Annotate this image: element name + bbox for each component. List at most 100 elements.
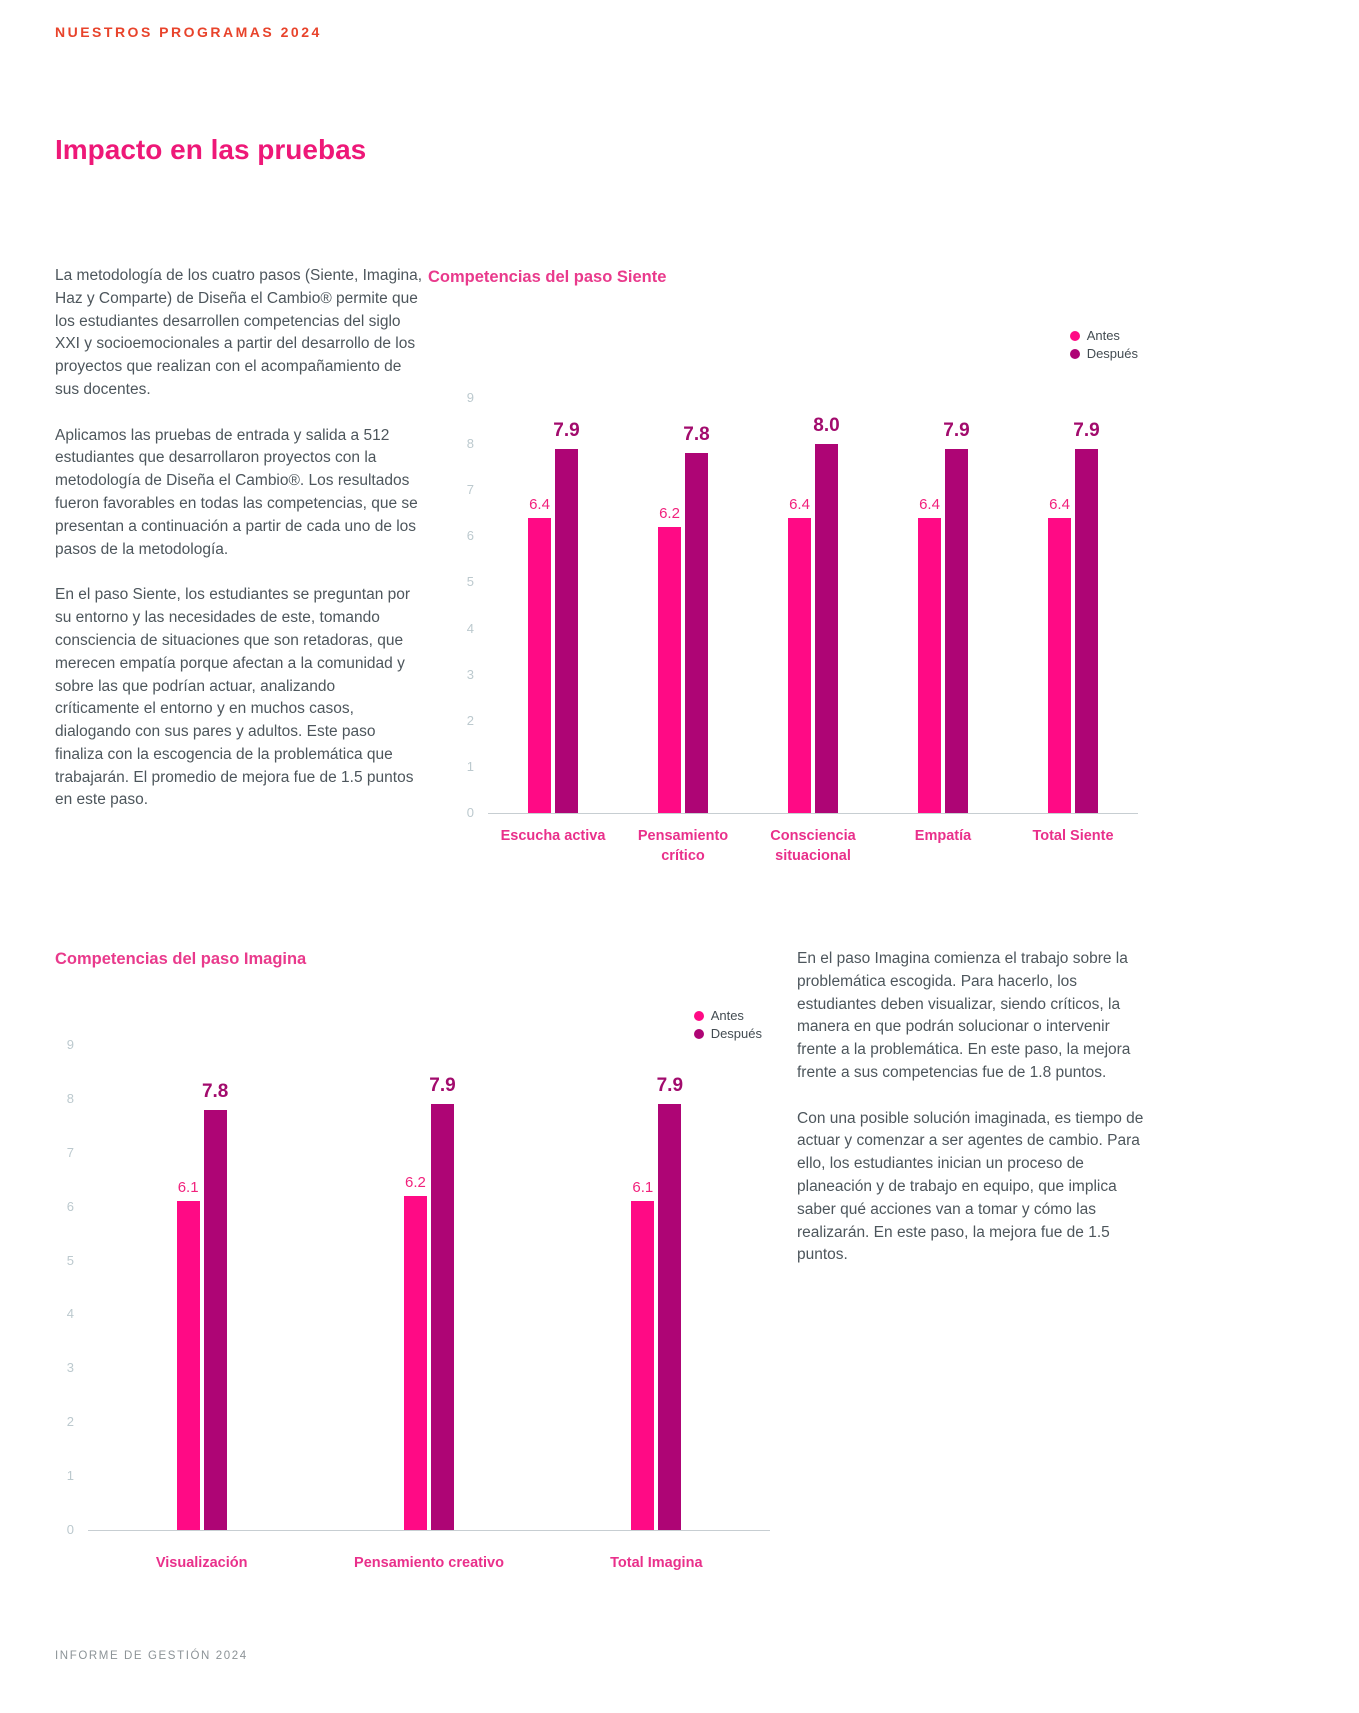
bar-value-label: 7.9 bbox=[429, 1075, 456, 1097]
bar-wrap: 7.9 bbox=[1073, 398, 1100, 813]
legend-item: Después bbox=[693, 1026, 762, 1041]
y-tick-label: 7 bbox=[466, 482, 474, 498]
chart-title: Competencias del paso Siente bbox=[428, 268, 667, 286]
bar-después bbox=[430, 1104, 454, 1530]
bar-value-label: 7.9 bbox=[943, 419, 970, 441]
bar-después bbox=[685, 453, 708, 813]
bar-antes bbox=[788, 517, 811, 813]
bar-wrap: 7.8 bbox=[683, 398, 710, 813]
bar-antes bbox=[528, 517, 551, 813]
x-category-labels: Visualización Pensamiento creativo Total I… bbox=[88, 1554, 770, 1574]
imagina-text-column: En el paso Imagina comienza el trabajo s… bbox=[797, 948, 1145, 1290]
y-tick-label: 0 bbox=[66, 1522, 74, 1537]
bar-value-label: 6.4 bbox=[919, 495, 940, 513]
bar-antes bbox=[176, 1201, 200, 1530]
y-tick-label: 6 bbox=[66, 1198, 74, 1214]
chart-imagina: Competencias del paso Imagina Antes Despu… bbox=[55, 948, 770, 1574]
y-tick-label: 9 bbox=[466, 390, 474, 405]
bar-value-label: 7.9 bbox=[1073, 419, 1100, 441]
bar-wrap: 7.9 bbox=[656, 1045, 684, 1530]
bar-después bbox=[1075, 448, 1098, 813]
bar-wrap: 6.4 bbox=[1048, 398, 1071, 813]
x-category-label: Pensamiento crítico bbox=[637, 828, 729, 864]
bar-después bbox=[815, 444, 838, 813]
intro-paragraph-2: Aplicamos las pruebas de entrada y salid… bbox=[55, 426, 418, 558]
y-tick-label: 7 bbox=[66, 1144, 74, 1160]
y-tick-label: 1 bbox=[466, 758, 474, 774]
x-category-label: Total Imagina bbox=[610, 1555, 703, 1571]
x-category-label: Pensamiento creativo bbox=[354, 1555, 504, 1571]
bar-group: 6.4 7.9 bbox=[878, 398, 1008, 813]
bar-después bbox=[555, 448, 578, 813]
bar-value-label: 6.4 bbox=[1049, 495, 1070, 513]
y-tick-label: 9 bbox=[66, 1037, 74, 1052]
bar-group: 6.2 7.8 bbox=[618, 398, 748, 813]
x-category-label: Total Siente bbox=[1032, 828, 1114, 844]
intro-paragraph-1: La metodología de los cuatro pasos (Sien… bbox=[55, 267, 423, 398]
bar-wrap: 6.2 bbox=[658, 398, 681, 813]
bar-value-label: 7.9 bbox=[553, 419, 580, 441]
bar-value-label: 7.9 bbox=[656, 1075, 684, 1097]
legend-label: Después bbox=[1086, 346, 1138, 361]
bar-groups: 6.4 7.9 6.2 7.8 6.4 8.0 6.4 7.9 6.4 7.9 bbox=[488, 398, 1138, 813]
y-tick-label: 2 bbox=[66, 1414, 74, 1430]
bar-wrap: 6.4 bbox=[788, 398, 811, 813]
legend-label: Antes bbox=[1086, 328, 1120, 343]
plot-area: 6.1 7.8 6.2 7.9 6.1 7.9 0 1 2 3 4 5 6 7 8 9 bbox=[67, 1037, 770, 1537]
bar-group: 6.1 7.8 bbox=[88, 1045, 315, 1530]
bar-después bbox=[203, 1109, 227, 1530]
legend-dot-icon bbox=[1069, 348, 1080, 359]
bar-value-label: 6.1 bbox=[632, 1179, 654, 1197]
y-tick-label: 2 bbox=[466, 712, 474, 728]
chart-legend: Antes Después bbox=[1069, 328, 1138, 361]
bar-group: 6.4 7.9 bbox=[1008, 398, 1138, 813]
legend-dot-icon bbox=[693, 1028, 704, 1039]
bar-value-label: 6.2 bbox=[405, 1173, 426, 1191]
bar-antes bbox=[403, 1195, 427, 1530]
bar-groups: 6.1 7.8 6.2 7.9 6.1 7.9 bbox=[88, 1045, 770, 1530]
y-tick-label: 4 bbox=[466, 620, 474, 636]
x-category-label: Consciencia situacional bbox=[770, 828, 856, 864]
bar-value-label: 7.8 bbox=[683, 424, 710, 446]
page-title: Impacto en las pruebas bbox=[55, 134, 367, 165]
y-tick-label: 3 bbox=[66, 1360, 74, 1376]
bar-wrap: 8.0 bbox=[813, 398, 840, 813]
bar-antes bbox=[1048, 517, 1071, 813]
legend-item: Después bbox=[1069, 346, 1138, 361]
y-tick-label: 8 bbox=[466, 436, 474, 452]
imagina-paragraph-1: En el paso Imagina comienza el trabajo s… bbox=[797, 950, 1131, 1081]
y-tick-label: 3 bbox=[466, 666, 474, 682]
bar-antes bbox=[658, 527, 681, 813]
y-tick-label: 4 bbox=[66, 1306, 74, 1322]
bar-después bbox=[945, 448, 968, 813]
section-eyebrow: NUESTROS PROGRAMAS 2024 bbox=[55, 24, 322, 40]
bar-wrap: 6.1 bbox=[176, 1045, 200, 1530]
bar-value-label: 6.1 bbox=[177, 1179, 199, 1197]
bar-antes bbox=[918, 517, 941, 813]
intro-text-column: La metodología de los cuatro pasos (Sien… bbox=[55, 265, 423, 835]
bar-value-label: 6.2 bbox=[659, 505, 680, 523]
y-tick-label: 1 bbox=[66, 1468, 74, 1484]
bar-value-label: 6.4 bbox=[789, 495, 810, 513]
bar-wrap: 7.9 bbox=[553, 398, 580, 813]
bar-wrap: 6.1 bbox=[631, 1045, 655, 1530]
legend-dot-icon bbox=[1069, 330, 1080, 341]
legend-item: Antes bbox=[1069, 328, 1138, 343]
bar-wrap: 7.9 bbox=[429, 1045, 456, 1530]
bar-wrap: 7.8 bbox=[201, 1045, 229, 1530]
plot-area: 6.4 7.9 6.2 7.8 6.4 8.0 6.4 7.9 6.4 7.9 0 1 2 3 4 5 6 7 8… bbox=[467, 390, 1138, 820]
bar-antes bbox=[631, 1201, 655, 1530]
bar-value-label: 7.8 bbox=[201, 1080, 229, 1102]
bar-wrap: 6.2 bbox=[403, 1045, 427, 1530]
page-footer: INFORME DE GESTIÓN 2024 bbox=[55, 1650, 248, 1662]
legend-label: Antes bbox=[710, 1008, 744, 1023]
chart-siente: Competencias del paso Siente Antes Despué… bbox=[428, 266, 1138, 866]
x-category-label: Empatía bbox=[914, 828, 972, 844]
bar-value-label: 6.4 bbox=[529, 495, 550, 513]
x-axis-line bbox=[88, 1530, 770, 1531]
legend-item: Antes bbox=[693, 1008, 762, 1023]
legend-label: Después bbox=[710, 1026, 762, 1041]
x-axis-line bbox=[488, 813, 1138, 814]
imagina-paragraph-2: Con una posible solución imaginada, es t… bbox=[797, 1109, 1144, 1264]
